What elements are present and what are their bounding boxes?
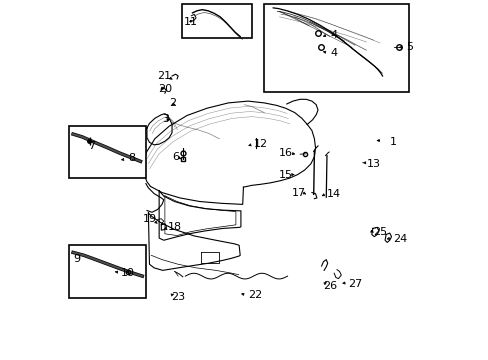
Text: 25: 25 bbox=[373, 227, 387, 237]
Text: 21: 21 bbox=[157, 71, 171, 81]
Text: 22: 22 bbox=[247, 290, 262, 300]
Bar bbox=[69, 244, 145, 298]
Text: 3: 3 bbox=[162, 114, 169, 124]
Text: 20: 20 bbox=[158, 84, 172, 94]
Text: 17: 17 bbox=[291, 188, 305, 198]
Text: 10: 10 bbox=[121, 267, 135, 278]
Text: 24: 24 bbox=[392, 234, 407, 244]
Text: 19: 19 bbox=[142, 215, 156, 224]
Text: 26: 26 bbox=[323, 281, 337, 291]
Text: 4: 4 bbox=[330, 48, 337, 58]
Text: 14: 14 bbox=[326, 189, 341, 199]
Text: 7: 7 bbox=[88, 141, 96, 151]
Bar bbox=[264, 4, 408, 92]
Text: 27: 27 bbox=[348, 279, 362, 289]
Text: 8: 8 bbox=[128, 153, 135, 163]
Text: 4: 4 bbox=[330, 30, 337, 40]
Text: 9: 9 bbox=[73, 254, 80, 264]
Text: 5: 5 bbox=[405, 42, 412, 52]
Text: 23: 23 bbox=[171, 292, 185, 302]
Text: 2: 2 bbox=[169, 98, 176, 108]
Text: 6: 6 bbox=[172, 152, 179, 162]
Text: 1: 1 bbox=[389, 138, 396, 147]
Bar bbox=[69, 126, 145, 178]
Text: 15: 15 bbox=[278, 170, 292, 180]
Text: 16: 16 bbox=[278, 148, 292, 158]
Text: 12: 12 bbox=[253, 139, 267, 149]
Text: 18: 18 bbox=[167, 222, 181, 231]
Text: 13: 13 bbox=[366, 159, 380, 169]
Bar bbox=[182, 4, 251, 39]
Text: 11: 11 bbox=[183, 17, 197, 27]
